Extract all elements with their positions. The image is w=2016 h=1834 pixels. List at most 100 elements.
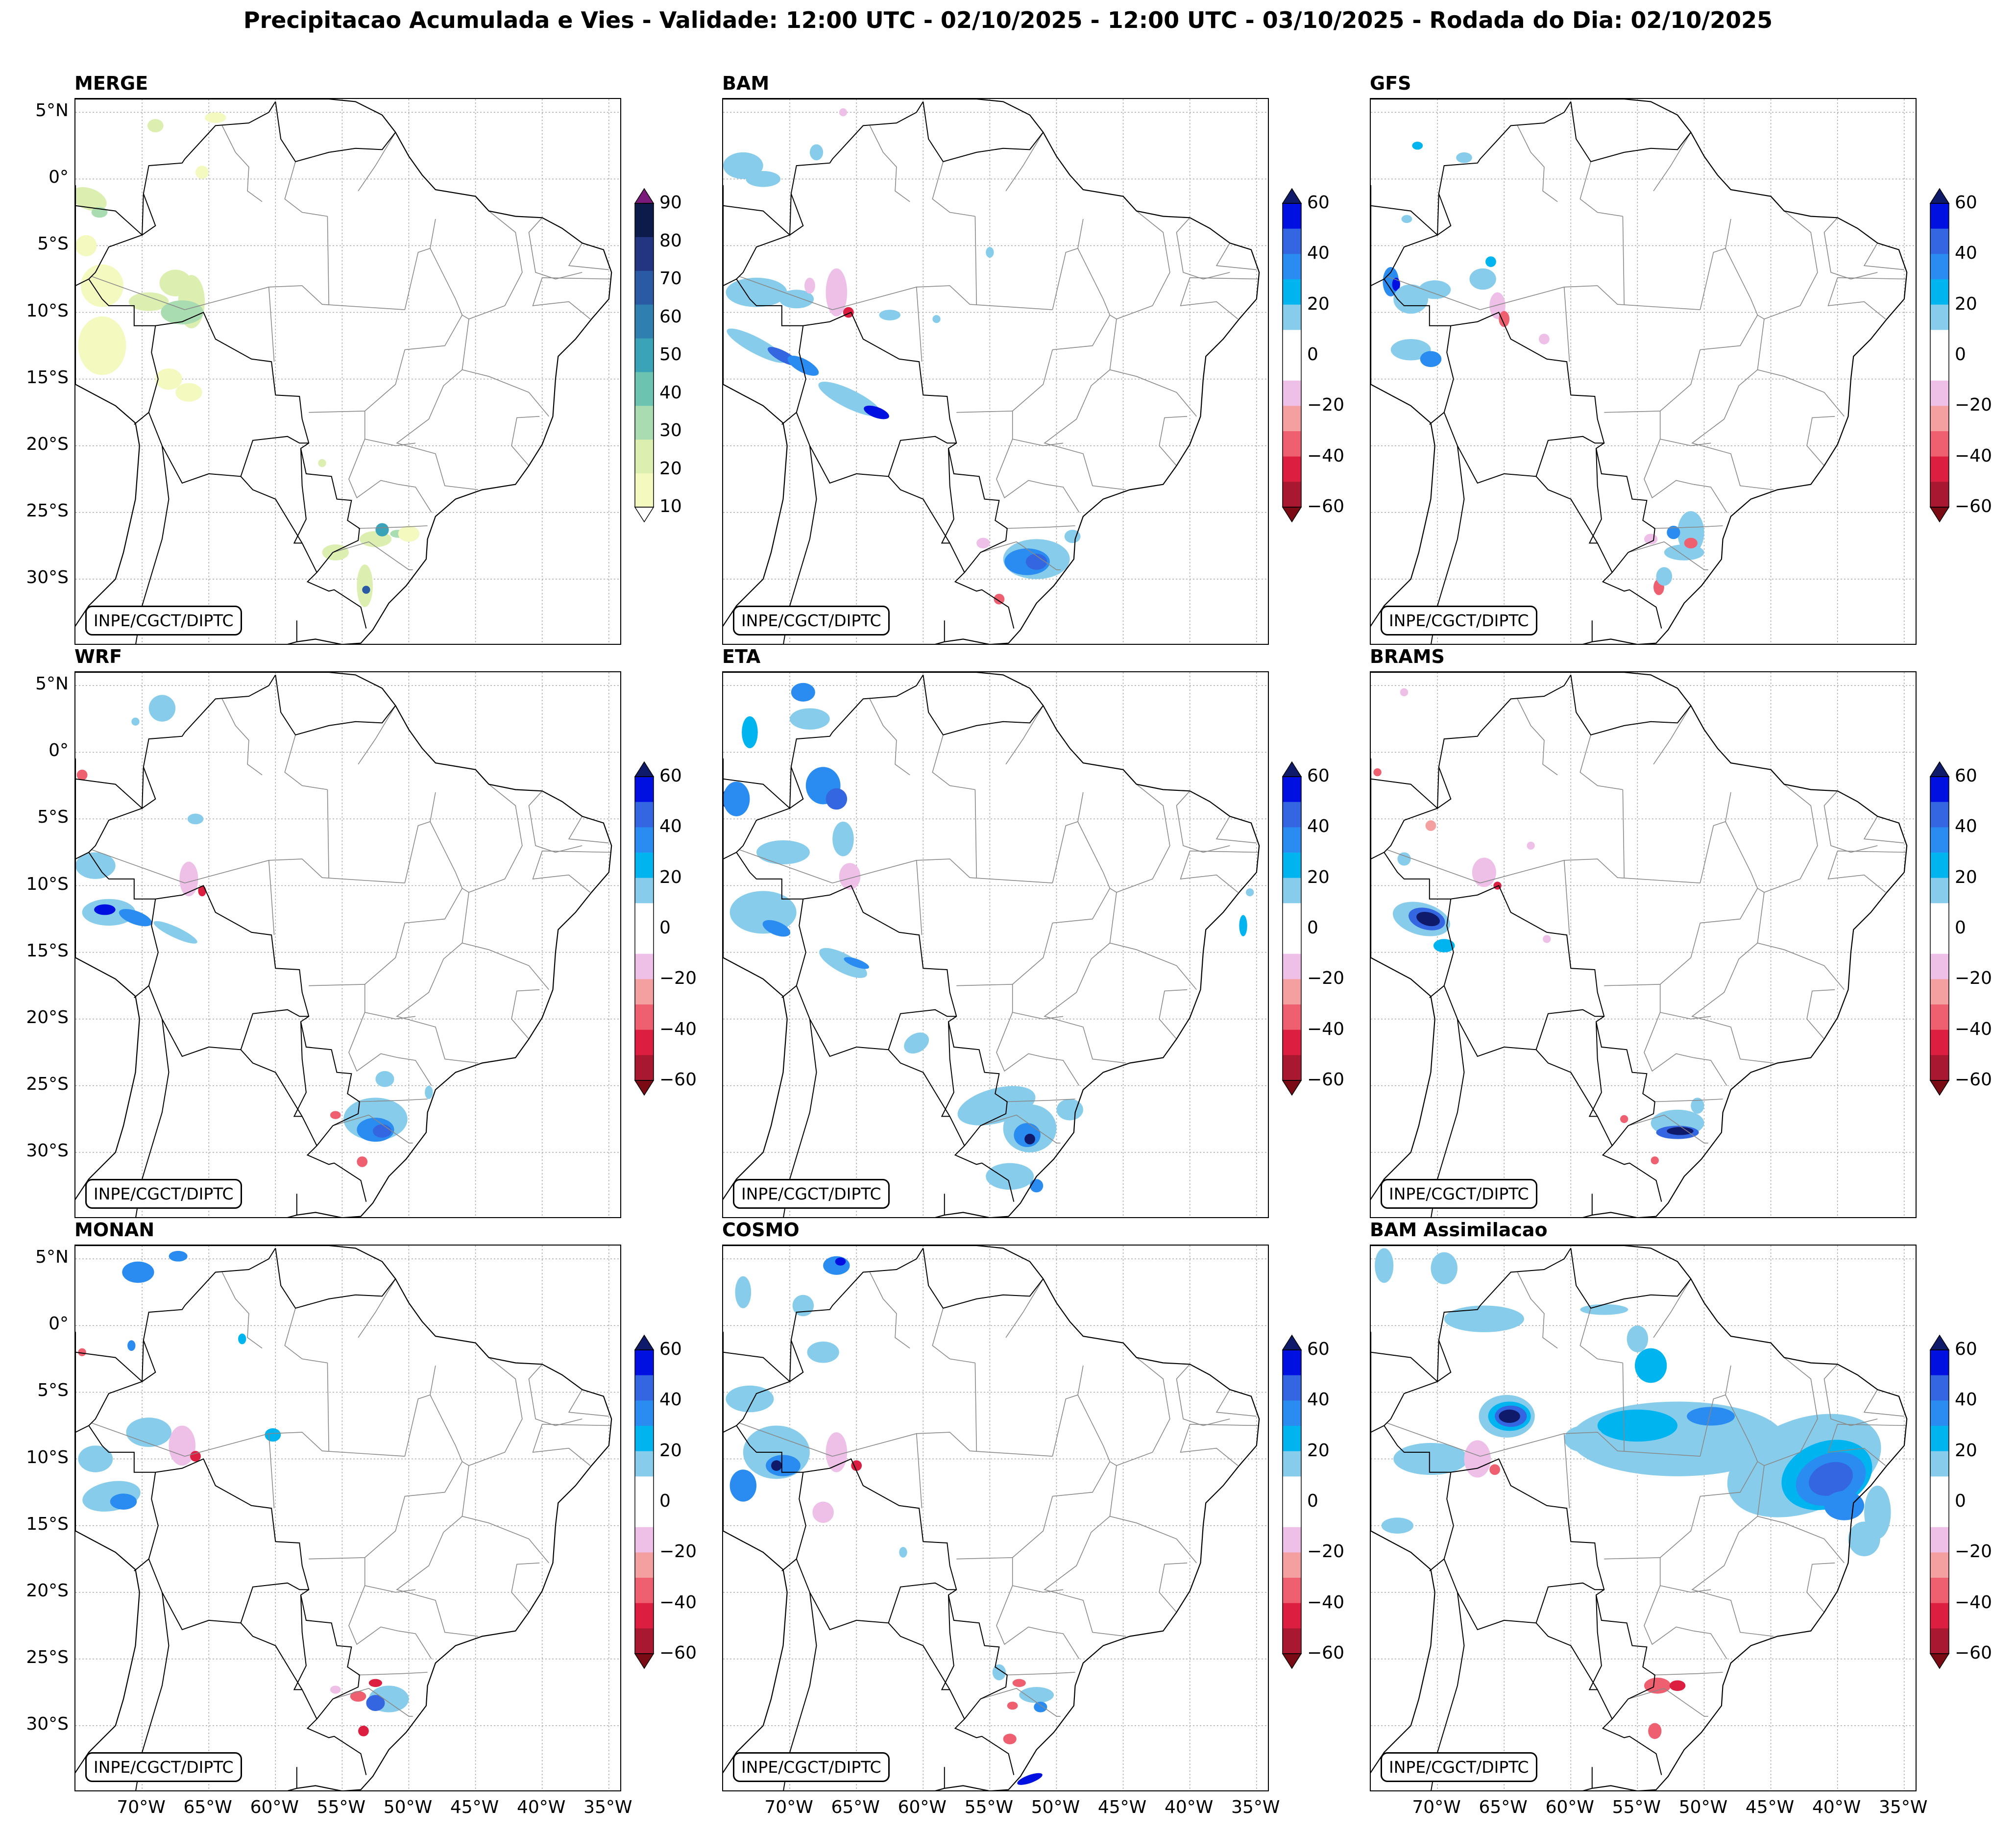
colorbar-segment (1283, 954, 1301, 979)
colorbar-tick-label: −20 (1955, 968, 1992, 989)
map-canvas (723, 99, 1268, 644)
lon-tick-label: 35°W (1879, 1797, 1928, 1817)
precip-field (1580, 1304, 1628, 1315)
precip-field (1564, 1425, 1604, 1452)
precip-field (110, 1493, 137, 1510)
colorbar-segment (635, 304, 654, 339)
colorbar-segment (635, 1029, 654, 1055)
colorbar-tick-label: 60 (1955, 1339, 1977, 1359)
lat-tick-label: 0° (49, 740, 69, 761)
precip-field (179, 861, 198, 897)
credit-label: INPE/CGCT/DIPTC (733, 1179, 890, 1209)
colorbar-tick-label: −20 (1955, 1541, 1992, 1562)
colorbar-segment (635, 338, 654, 372)
colorbar-segment (1283, 1426, 1301, 1452)
colorbar-segment (1930, 853, 1949, 879)
colorbar-segment (1283, 802, 1301, 828)
lat-tick-label: 10°S (26, 874, 69, 894)
precip-field (779, 290, 814, 309)
colorbar-segment (1930, 254, 1949, 280)
lon-tick-label: 40°W (1164, 1797, 1214, 1817)
colorbar-tick-label: 20 (1955, 1440, 1977, 1461)
lat-tick-label: 5°S (37, 234, 69, 254)
lon-tick-label: 70°W (1412, 1797, 1461, 1817)
colorbar-segment (1283, 827, 1301, 853)
colorbar-tick-label: −60 (1307, 1070, 1344, 1090)
precip-field (790, 708, 830, 730)
credit-label: INPE/CGCT/DIPTC (1381, 1752, 1537, 1782)
map-canvas (1371, 672, 1916, 1217)
precip-field (787, 355, 819, 376)
colorbar-segment (635, 1400, 654, 1426)
colorbar-tick-label: 70 (659, 269, 682, 289)
precip-field (1246, 888, 1254, 897)
lat-tick-label: 10°S (26, 1447, 69, 1467)
precip-field (1667, 526, 1680, 539)
colorbar-segment (1283, 1476, 1301, 1502)
lat-tick-label: 0° (49, 1314, 69, 1334)
precip-field (727, 328, 786, 363)
colorbar-tick-label: −60 (1955, 1070, 1992, 1090)
lon-tick-label: 50°W (1031, 1797, 1080, 1817)
colorbar-segment (635, 1375, 654, 1401)
lon-tick-label: 35°W (583, 1797, 632, 1817)
lat-tick-label: 5°N (35, 100, 69, 121)
precip-field (771, 1460, 782, 1471)
precip-field (1848, 1521, 1880, 1557)
precip-field (75, 852, 116, 879)
colorbar-segment (1930, 827, 1949, 853)
colorbar-segment (1283, 456, 1301, 482)
precip-field (119, 909, 152, 927)
colorbar-segment (1930, 203, 1949, 229)
precip-field (726, 1385, 774, 1413)
colorbar-segment (1930, 304, 1949, 330)
lat-tick-label: 15°S (26, 940, 69, 961)
precip-field (187, 813, 204, 825)
colorbar-tick-label: 60 (1307, 193, 1330, 213)
colorbar-segment (1930, 456, 1949, 482)
colorbar-segment (1930, 979, 1949, 1005)
precip-field (766, 1455, 801, 1476)
precip-field (1527, 841, 1535, 850)
precip-field (986, 1163, 1034, 1190)
precip-field (357, 1156, 368, 1167)
colorbar-segment (1283, 1350, 1301, 1376)
colorbar-segment (1930, 1502, 1949, 1528)
colorbar-tick-label: −40 (1955, 1019, 1992, 1039)
lon-tick-label: 60°W (1545, 1797, 1594, 1817)
colorbar-segment (635, 1004, 654, 1030)
map-panel (722, 671, 1269, 1218)
precip-field (726, 277, 787, 307)
lon-tick-label: 65°W (831, 1797, 880, 1817)
precip-field (155, 368, 182, 390)
precip-field (75, 235, 97, 257)
precip-field (1056, 1099, 1083, 1121)
lon-tick-label: 65°W (1479, 1797, 1528, 1817)
colorbar-tick-label: 0 (1307, 344, 1318, 365)
precip-field (809, 144, 824, 161)
colorbar-segment (1283, 1603, 1301, 1629)
precip-field (819, 948, 867, 978)
credit-label: INPE/CGCT/DIPTC (85, 1179, 242, 1209)
colorbar-tick-label: −20 (1307, 1541, 1344, 1562)
colorbar-tick-label: 20 (1955, 293, 1977, 314)
precip-field (175, 383, 202, 402)
precip-field (899, 1547, 907, 1558)
lat-tick-label: 10°S (26, 300, 69, 321)
colorbar-segment (1283, 228, 1301, 254)
colorbar-segment (1930, 929, 1949, 954)
colorbar-segment (1930, 1375, 1949, 1401)
colorbar-segment (635, 929, 654, 954)
precip-field (1469, 268, 1496, 290)
precip-field (148, 695, 176, 722)
panel-title: WRF (74, 646, 122, 667)
colorbar-segment (1930, 431, 1949, 457)
credit-label: INPE/CGCT/DIPTC (1381, 1179, 1537, 1209)
precip-field (1393, 1443, 1468, 1475)
precip-field (994, 593, 1005, 605)
colorbar-segment (1930, 482, 1949, 508)
precip-field (195, 166, 209, 179)
precip-field (1656, 567, 1673, 586)
precip-field (723, 782, 750, 816)
colorbar-segment (1283, 1628, 1301, 1654)
